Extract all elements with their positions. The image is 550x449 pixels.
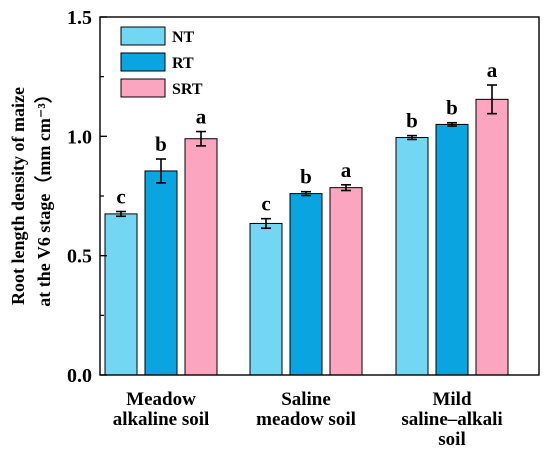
y-tick-label: 1.0	[67, 126, 92, 148]
bar	[249, 222, 283, 376]
legend-swatch	[120, 26, 166, 46]
y-tick-label: 1.5	[67, 7, 92, 29]
significance-label: a	[487, 58, 498, 82]
bar	[395, 137, 429, 376]
bar	[144, 170, 178, 376]
significance-label: b	[406, 109, 418, 133]
significance-label: b	[155, 132, 167, 156]
bar	[435, 123, 469, 376]
bar	[329, 187, 363, 376]
bar	[104, 213, 138, 376]
significance-label: a	[341, 158, 352, 182]
y-tick-label: 0.0	[67, 365, 92, 387]
y-tick-label: 0.5	[67, 246, 92, 268]
legend-swatch	[120, 78, 166, 98]
x-tick-label: meadow soil	[256, 409, 356, 430]
legend-label: SRT	[172, 81, 203, 98]
bar	[475, 98, 509, 376]
significance-label: a	[196, 105, 207, 129]
legend-label: RT	[172, 55, 194, 72]
significance-label: b	[300, 165, 312, 189]
axis-labels: Root length density of maize at the V6 st…	[8, 85, 54, 307]
x-tick-label: Saline	[281, 389, 331, 410]
x-tick-label: saline–alkali	[401, 409, 502, 430]
significance-label: c	[261, 192, 270, 216]
bar	[289, 193, 323, 376]
legend-label: NT	[172, 29, 195, 46]
significance-label: b	[446, 96, 458, 120]
bars: c c b b b b a a a	[104, 58, 509, 376]
bar	[184, 138, 218, 376]
x-tick-label: Meadow	[126, 389, 196, 410]
y-axis-label: at the V6 stage（mm cm⁻³）	[34, 85, 54, 307]
y-axis-label: Root length density of maize	[8, 87, 28, 305]
legend: NT RT SRT	[120, 26, 203, 98]
significance-label: c	[116, 185, 125, 209]
x-tick-label: soil	[438, 429, 465, 449]
x-tick-label: alkaline soil	[113, 409, 210, 430]
legend-swatch	[120, 52, 166, 72]
x-tick-label: Mild	[432, 389, 471, 410]
